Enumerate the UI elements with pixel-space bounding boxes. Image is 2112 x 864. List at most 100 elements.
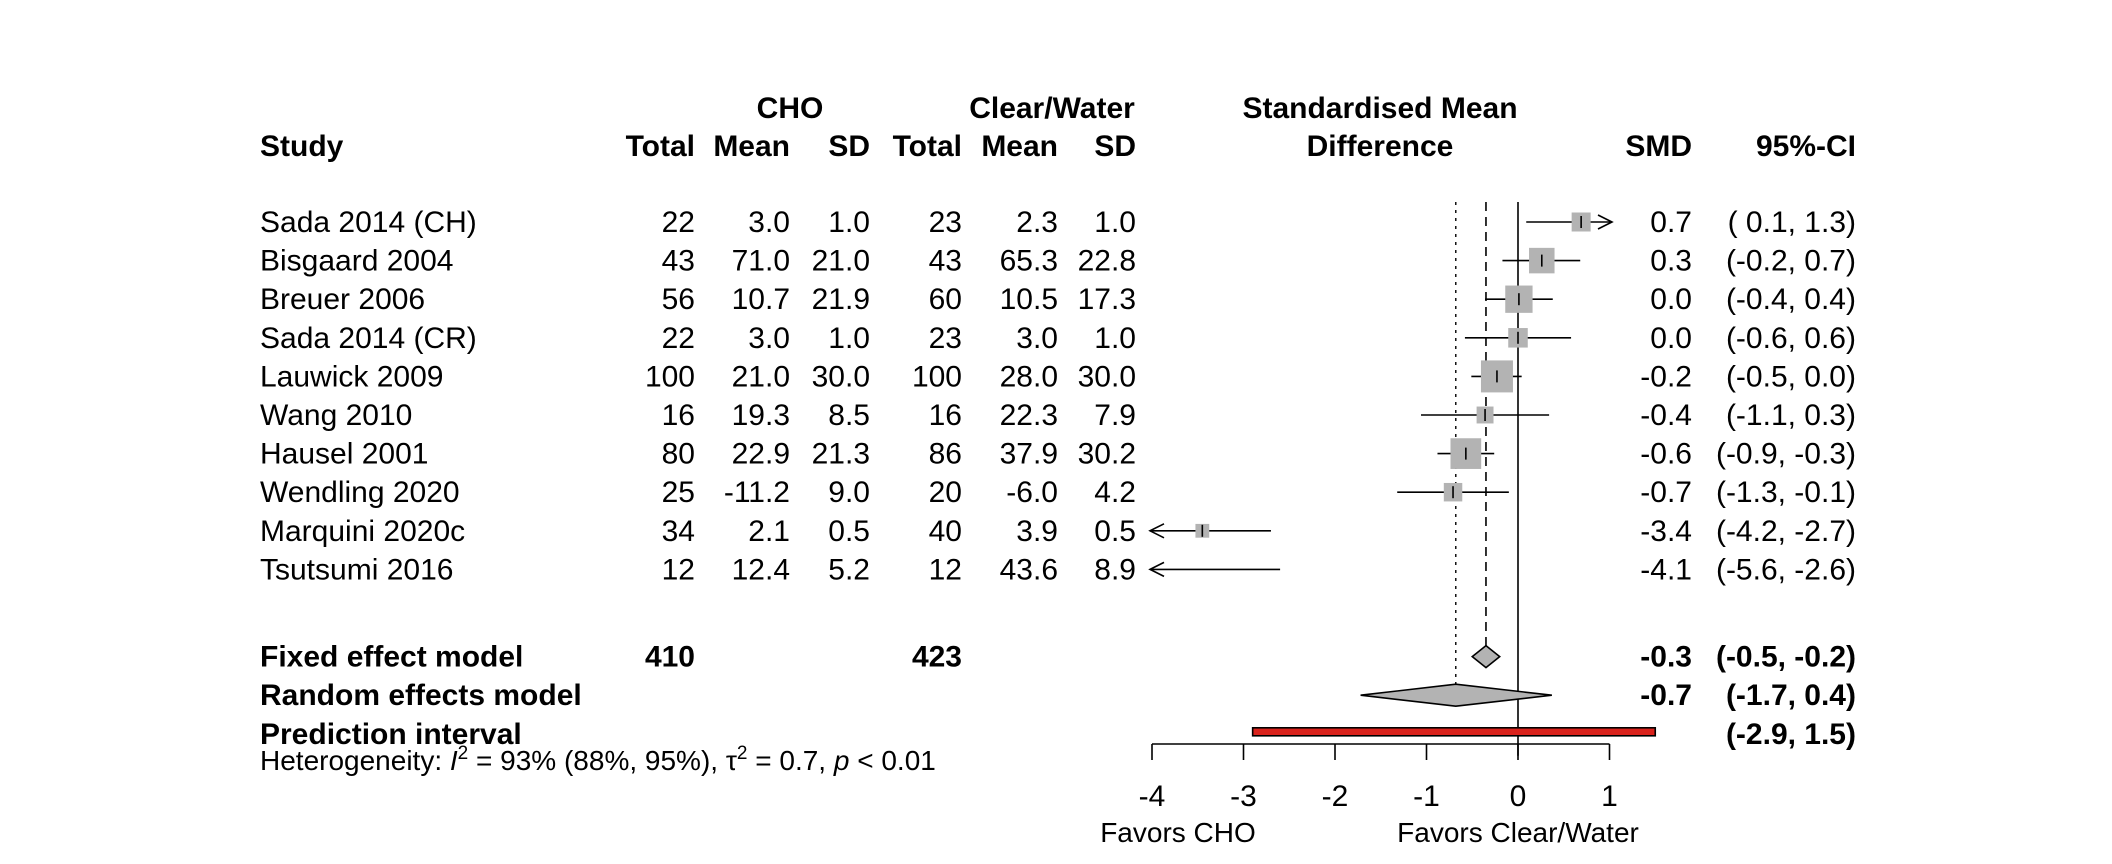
sd1-cell: 21.3 [812, 438, 870, 471]
prediction-interval-bar [1251, 726, 1657, 737]
x-tick-label: 1 [1601, 780, 1618, 813]
mean2-cell: -6.0 [1006, 476, 1058, 509]
study-header: Study [260, 130, 344, 163]
effect-title-line2: Difference [1307, 130, 1454, 163]
study-name: Bisgaard 2004 [260, 245, 453, 278]
ci-cell: (-1.1, 0.3) [1726, 399, 1856, 432]
study-name: Sada 2014 (CR) [260, 322, 477, 355]
mean2-cell: 65.3 [1000, 245, 1058, 278]
smd-cell: 0.3 [1650, 245, 1692, 278]
smd-cell: -0.7 [1640, 476, 1692, 509]
total2-header: Total [893, 130, 962, 163]
total1-cell: 12 [662, 553, 695, 586]
group1-header: CHO [757, 92, 824, 125]
total2-cell: 16 [929, 399, 962, 432]
ci-cell: (-0.4, 0.4) [1726, 283, 1856, 316]
ci-header: 95%-CI [1756, 130, 1856, 163]
mean1-cell: 22.9 [732, 438, 790, 471]
fixed-ci: (-0.5, -0.2) [1716, 641, 1856, 674]
mean2-cell: 3.0 [1016, 322, 1058, 355]
effect-title-line1: Standardised Mean [1242, 92, 1517, 125]
sd1-cell: 8.5 [828, 399, 870, 432]
sd2-cell: 17.3 [1078, 283, 1136, 316]
total1-cell: 56 [662, 283, 695, 316]
mean2-cell: 10.5 [1000, 283, 1058, 316]
plot-marks: -4 -3 -2 -1 0 1 [1139, 202, 1657, 813]
study-name: Marquini 2020c [260, 515, 465, 548]
study-rows: Sada 2014 (CH) 22 3.0 1.0 23 2.3 1.0 0.7 ( 0.1, … [260, 206, 1856, 751]
ci-cell: (-0.5, 0.0) [1726, 360, 1856, 393]
total2-cell: 12 [929, 553, 962, 586]
fixed-effect-diamond [1470, 644, 1501, 669]
sd2-cell: 8.9 [1094, 553, 1136, 586]
ci-cell: (-0.6, 0.6) [1726, 322, 1856, 355]
p-symbol: p [833, 745, 850, 776]
sd2-cell: 30.0 [1078, 360, 1136, 393]
mean2-cell: 3.9 [1016, 515, 1058, 548]
total1-cell: 34 [662, 515, 695, 548]
total1-cell: 25 [662, 476, 695, 509]
sd2-cell: 30.2 [1078, 438, 1136, 471]
total1-cell: 80 [662, 438, 695, 471]
sd1-cell: 9.0 [828, 476, 870, 509]
sd2-cell: 0.5 [1094, 515, 1136, 548]
total1-cell: 16 [662, 399, 695, 432]
study-name: Sada 2014 (CH) [260, 206, 477, 239]
mean2-header: Mean [981, 130, 1058, 163]
ci-arrow-right [1597, 214, 1614, 230]
smd-header: SMD [1625, 130, 1692, 163]
fixed-smd: -0.3 [1640, 641, 1692, 674]
ci-cell: (-5.6, -2.6) [1716, 553, 1856, 586]
total2-cell: 20 [929, 476, 962, 509]
total2-cell: 40 [929, 515, 962, 548]
x-tick-label: -4 [1139, 780, 1166, 813]
sd1-header: SD [828, 130, 870, 163]
mean1-cell: 3.0 [748, 206, 790, 239]
mean1-cell: 3.0 [748, 322, 790, 355]
mean2-cell: 2.3 [1016, 206, 1058, 239]
sd1-cell: 1.0 [828, 322, 870, 355]
study-name: Wang 2010 [260, 399, 412, 432]
ci-cell: ( 0.1, 1.3) [1728, 206, 1856, 239]
mean2-cell: 37.9 [1000, 438, 1058, 471]
total2-cell: 43 [929, 245, 962, 278]
study-name: Wendling 2020 [260, 476, 460, 509]
heterogeneity-prefix: Heterogeneity: [260, 745, 450, 776]
random-ci: (-1.7, 0.4) [1726, 679, 1856, 712]
prediction-label: Prediction interval [260, 718, 522, 751]
smd-cell: 0.0 [1650, 283, 1692, 316]
study-name: Hausel 2001 [260, 438, 428, 471]
fixed-total1: 410 [645, 641, 695, 674]
sd2-cell: 4.2 [1094, 476, 1136, 509]
smd-cell: 0.0 [1650, 322, 1692, 355]
p-rest: < 0.01 [849, 745, 935, 776]
i2-sup: 2 [458, 743, 469, 764]
study-name: Lauwick 2009 [260, 360, 443, 393]
sd2-cell: 1.0 [1094, 322, 1136, 355]
smd-cell: -0.4 [1640, 399, 1692, 432]
mean2-cell: 43.6 [1000, 553, 1058, 586]
mean2-cell: 28.0 [1000, 360, 1058, 393]
smd-cell: -0.6 [1640, 438, 1692, 471]
x-tick-label: -3 [1230, 780, 1257, 813]
smd-cell: -4.1 [1640, 553, 1692, 586]
mean1-cell: 12.4 [732, 553, 790, 586]
total1-cell: 22 [662, 322, 695, 355]
random-effect-diamond [1360, 683, 1552, 708]
total2-cell: 23 [929, 322, 962, 355]
sd2-cell: 7.9 [1094, 399, 1136, 432]
i2-symbol: I [450, 745, 458, 776]
ci-cell: (-1.3, -0.1) [1716, 476, 1856, 509]
sd1-cell: 0.5 [828, 515, 870, 548]
x-tick-label: -1 [1413, 780, 1440, 813]
smd-cell: -0.2 [1640, 360, 1692, 393]
ci-cell: (-0.9, -0.3) [1716, 438, 1856, 471]
favors-left-label: Favors CHO [1100, 817, 1256, 848]
total2-cell: 60 [929, 283, 962, 316]
sd1-cell: 5.2 [828, 553, 870, 586]
total1-header: Total [626, 130, 695, 163]
sd1-cell: 30.0 [812, 360, 870, 393]
sd1-cell: 21.9 [812, 283, 870, 316]
ci-arrow-left [1148, 561, 1165, 578]
mean1-cell: 71.0 [732, 245, 790, 278]
